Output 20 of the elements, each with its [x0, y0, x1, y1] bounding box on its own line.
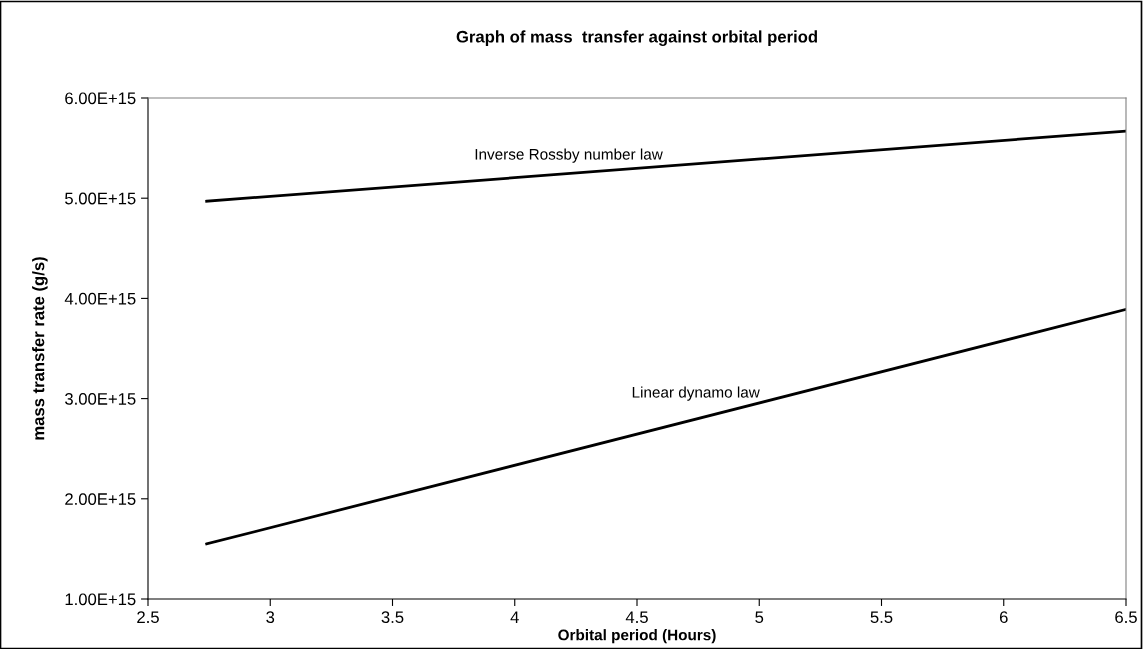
- y-axis-title: mass transfer rate (g/s): [32, 257, 48, 440]
- x-tick-label: 4.5: [625, 611, 648, 624]
- x-tick-label: 3.5: [381, 611, 404, 624]
- x-tick-label: 6: [999, 611, 1008, 624]
- y-tick-label: 5.00E+15: [65, 192, 136, 205]
- x-tick-label: 4: [510, 611, 519, 623]
- series-label: Inverse Rossby number law: [475, 148, 663, 163]
- chart-title: Graph of mass transfer against orbital period: [456, 30, 817, 46]
- y-tick-label: 4.00E+15: [64, 292, 136, 305]
- x-tick-label: 6.5: [1115, 611, 1137, 624]
- x-axis-title: Orbital period (Hours): [558, 629, 716, 644]
- x-tick-label: 3: [266, 611, 275, 624]
- y-tick-label: 6.00E+15: [65, 92, 136, 105]
- y-tick-label: 3.00E+15: [65, 393, 136, 405]
- x-tick-label: 5.5: [870, 611, 893, 624]
- y-tick-label: 1.00E+15: [65, 593, 136, 606]
- y-tick-label: 2.00E+15: [65, 493, 136, 505]
- x-tick-label: 2.5: [137, 611, 159, 624]
- series-label: Linear dynamo law: [632, 386, 760, 401]
- x-tick-label: 5: [755, 611, 764, 624]
